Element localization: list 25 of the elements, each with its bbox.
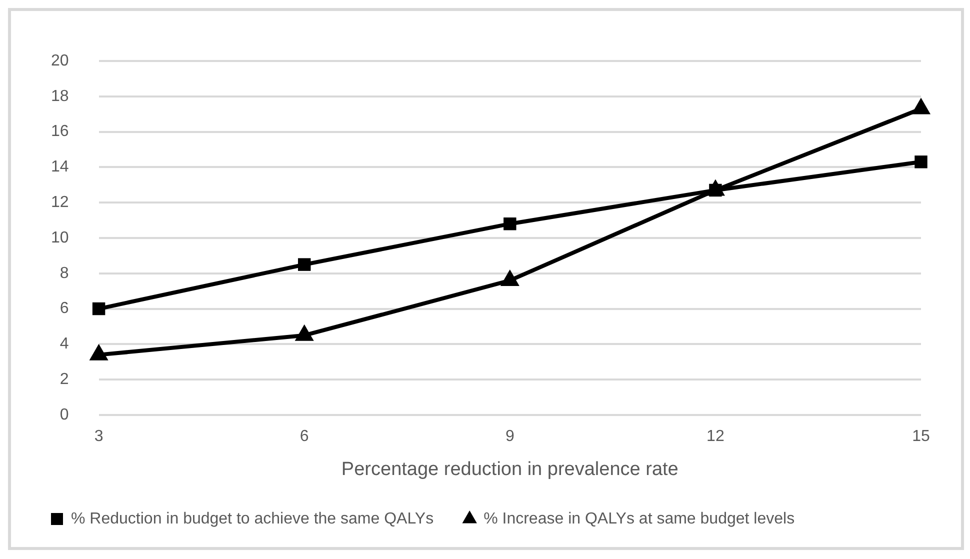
y-tick-label: 12 [51,194,69,212]
point [89,344,108,360]
x-tick-label: 9 [505,428,514,446]
legend-label: % Reduction in budget to achieve the same QALYs [71,510,434,528]
y-tick-label: 18 [51,88,69,105]
point [298,258,311,271]
y-tick-label: 2 [60,371,69,388]
y-tick-label: 10 [51,229,69,246]
y-tick-label: 4 [60,336,69,353]
x-tick-label: 6 [300,428,309,446]
x-tick-label: 15 [912,428,930,446]
x-axis-title: Percentage reduction in prevalence rate [341,458,678,480]
y-tick-label: 8 [60,264,69,282]
legend-label: % Increase in QALYs at same budget levels [484,510,795,528]
x-tick-label: 12 [706,428,724,446]
point [294,324,314,341]
y-tick-label: 6 [60,300,69,318]
y-tick-label: 14 [51,158,69,176]
point [914,156,928,168]
y-tick-label: 16 [51,123,69,140]
x-tick-label: 3 [94,428,104,446]
point [504,217,516,230]
y-tick-label: 20 [51,52,69,70]
y-tick-label: 0 [60,406,69,424]
point [500,269,520,286]
